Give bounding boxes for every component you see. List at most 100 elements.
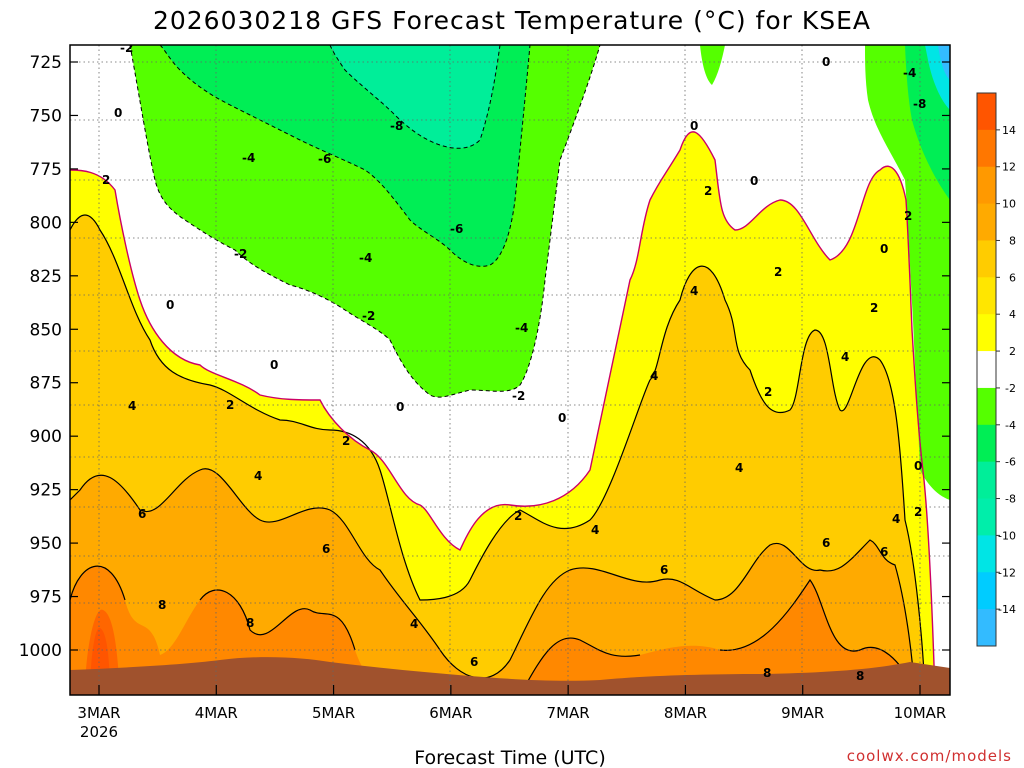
- svg-text:-6: -6: [318, 152, 331, 166]
- svg-text:6: 6: [880, 545, 888, 559]
- svg-text:0: 0: [558, 411, 566, 425]
- x-tick-label: 8MAR: [664, 704, 707, 722]
- colorbar-label: -4: [1005, 419, 1016, 432]
- isotherm-neg4: [159, 45, 531, 267]
- svg-text:0: 0: [166, 298, 174, 312]
- chart-title: 2026030218 GFS Forecast Temperature (°C)…: [153, 6, 871, 35]
- isotherm-4: [70, 468, 916, 695]
- colorbar-label: -8: [1005, 493, 1016, 506]
- plot-frame: [69, 44, 951, 696]
- colorbar-swatch: [977, 424, 996, 463]
- colorbar-label: 12: [1002, 161, 1016, 174]
- source-credit: coolwx.com/models: [847, 747, 1012, 765]
- svg-text:4: 4: [128, 399, 136, 413]
- colorbar-swatch: [977, 129, 996, 168]
- svg-text:-4: -4: [515, 321, 528, 335]
- y-tick-label: 725: [30, 53, 62, 73]
- svg-text:4: 4: [410, 617, 418, 631]
- isotherm-0: [70, 131, 936, 695]
- svg-text:4: 4: [841, 350, 849, 364]
- svg-text:8: 8: [856, 669, 864, 683]
- band-8c-east: [520, 580, 915, 695]
- colorbar-label: 6: [1009, 271, 1016, 284]
- colorbar-swatch: [977, 461, 996, 500]
- ground: [70, 657, 950, 695]
- x-tick-label: 5MAR: [312, 704, 355, 722]
- svg-text:4: 4: [892, 512, 900, 526]
- svg-text:6: 6: [822, 536, 830, 550]
- svg-text:-8: -8: [390, 119, 403, 133]
- x-tick-label: 9MAR: [781, 704, 824, 722]
- svg-text:2: 2: [102, 173, 110, 187]
- svg-text:0: 0: [690, 119, 698, 133]
- y-tick-label: 800: [30, 213, 62, 233]
- y-tick-label: 875: [30, 374, 62, 394]
- colorbar-label: 10: [1002, 198, 1016, 211]
- svg-text:-8: -8: [913, 97, 926, 111]
- colorbar-swatch: [977, 314, 996, 352]
- isotherm-6: [70, 565, 916, 695]
- colorbar-swatch: [977, 535, 996, 573]
- svg-text:-4: -4: [903, 66, 916, 80]
- colorbar-swatch: [977, 351, 996, 389]
- x-tick-label: 10MAR: [894, 704, 947, 722]
- colorbar-frame: [976, 92, 997, 647]
- band-neg2c-8mar: [700, 45, 725, 85]
- colorbar-label: -6: [1005, 456, 1016, 469]
- svg-text:-4: -4: [242, 151, 255, 165]
- svg-text:0: 0: [750, 174, 758, 188]
- x-tick-label: 7MAR: [547, 704, 590, 722]
- svg-text:4: 4: [591, 523, 599, 537]
- svg-text:6: 6: [138, 507, 146, 521]
- colorbar-label: -14: [998, 603, 1016, 616]
- svg-text:2: 2: [342, 434, 350, 448]
- colorbar: 14 12 10 8 6 4 2 -2 -4 -6 -8 -10 -12 -14: [976, 92, 1016, 647]
- isotherm-neg2: [129, 45, 601, 398]
- contour-labels: -2 0 2 4 6 8 0 2 4 8 -2 -4 0 -6 2 6 -4 -…: [102, 45, 926, 683]
- colorbar-swatch: [977, 240, 996, 278]
- y-tick-label: 850: [30, 320, 62, 340]
- isotherm-2: [70, 214, 926, 695]
- x-tick-label: 6MAR: [429, 704, 472, 722]
- svg-text:0: 0: [914, 459, 922, 473]
- svg-text:4: 4: [650, 369, 658, 383]
- colorbar-swatch: [977, 277, 996, 315]
- svg-text:2: 2: [914, 505, 922, 519]
- y-tick-label: 925: [30, 481, 62, 501]
- svg-text:-4: -4: [359, 251, 372, 265]
- svg-text:-6: -6: [450, 222, 463, 236]
- x-axis-label: Forecast Time (UTC): [414, 747, 605, 768]
- svg-text:2: 2: [514, 509, 522, 523]
- svg-text:4: 4: [254, 469, 262, 483]
- svg-text:2: 2: [704, 184, 712, 198]
- svg-text:0: 0: [880, 242, 888, 256]
- colorbar-swatch: [977, 572, 996, 610]
- colorbar-swatch: [977, 93, 996, 131]
- temperature-field: -2 0 2 4 6 8 0 2 4 8 -2 -4 0 -6 2 6 -4 -…: [70, 45, 950, 695]
- y-tick-label: 825: [30, 267, 62, 287]
- colorbar-swatch: [977, 387, 996, 426]
- svg-text:6: 6: [322, 542, 330, 556]
- colorbar-label: 14: [1002, 124, 1016, 137]
- y-tick-label: 900: [30, 427, 62, 447]
- svg-text:8: 8: [158, 598, 166, 612]
- svg-text:0: 0: [822, 55, 830, 69]
- svg-text:0: 0: [270, 358, 278, 372]
- colorbar-swatch: [977, 203, 996, 241]
- svg-text:-2: -2: [362, 309, 375, 323]
- y-tick-label: 775: [30, 160, 62, 180]
- colorbar-label: 2: [1009, 345, 1016, 358]
- colorbar-label: 4: [1009, 308, 1016, 321]
- colorbar-swatch: [977, 609, 996, 647]
- colorbar-label: -12: [998, 566, 1016, 579]
- colorbar-label: -2: [1005, 382, 1016, 395]
- y-tick-label: 750: [30, 106, 62, 126]
- svg-text:4: 4: [690, 284, 698, 298]
- band-neg8c: [330, 45, 500, 149]
- svg-text:6: 6: [470, 655, 478, 669]
- colorbar-label: -10: [998, 529, 1016, 542]
- svg-text:-2: -2: [234, 247, 247, 261]
- svg-text:2: 2: [226, 398, 234, 412]
